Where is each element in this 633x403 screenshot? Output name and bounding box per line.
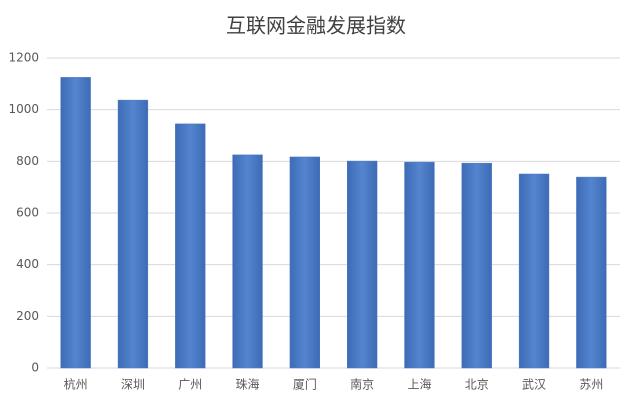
bar (347, 160, 378, 369)
x-tick-label: 苏州 (579, 378, 603, 392)
y-tick-label: 1000 (8, 102, 39, 116)
bar (117, 99, 149, 369)
y-tick-label: 600 (16, 206, 39, 220)
x-tick-label: 武汉 (522, 378, 546, 392)
y-tick-label: 200 (16, 309, 39, 323)
x-tick-label: 广州 (178, 378, 202, 392)
x-tick-label: 深圳 (121, 378, 145, 392)
bar (289, 156, 320, 369)
x-tick-label: 杭州 (64, 377, 88, 392)
bar (175, 123, 206, 369)
bar (232, 154, 263, 369)
bar (404, 161, 435, 369)
bar (576, 176, 607, 369)
x-tick-label: 厦门 (293, 377, 317, 392)
bar (461, 162, 492, 369)
x-tick-label: 北京 (465, 378, 489, 392)
y-tick-label: 1200 (8, 51, 39, 65)
chart-title: 互联网金融发展指数 (226, 14, 406, 38)
x-tick-label: 珠海 (236, 377, 260, 392)
x-tick-label: 上海 (407, 377, 431, 392)
bar (518, 173, 550, 369)
y-tick-label: 800 (16, 154, 39, 168)
y-tick-label: 400 (16, 257, 39, 271)
bar (60, 77, 91, 369)
y-tick-label: 0 (31, 361, 39, 375)
x-tick-label: 南京 (350, 377, 374, 392)
